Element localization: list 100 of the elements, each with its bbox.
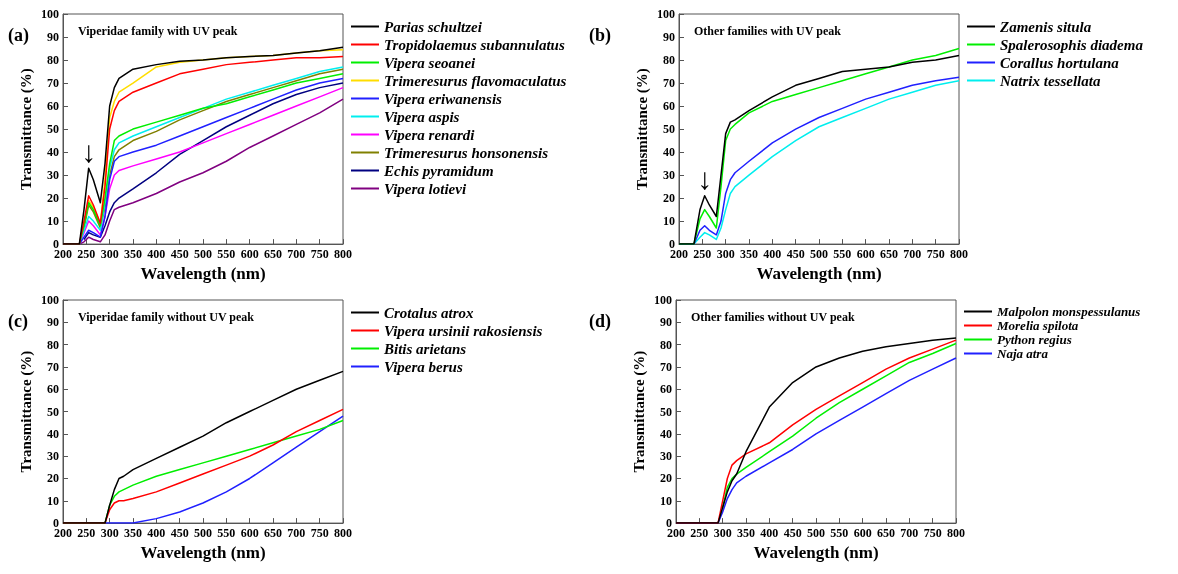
x-tick-label: 500 <box>194 247 212 262</box>
legend-label: Echis pyramidum <box>383 162 494 179</box>
annotation: ↓ <box>697 162 713 196</box>
x-tick-label: 650 <box>880 247 898 262</box>
legend-label: Morelia spilota <box>996 318 1079 333</box>
x-axis-title: Wavelength (nm) <box>140 543 266 562</box>
x-tick-label: 600 <box>240 526 259 541</box>
legend-label: Corallus hortulana <box>1000 54 1120 71</box>
y-tick-label: 100 <box>657 7 675 21</box>
y-tick-label: 40 <box>47 145 59 160</box>
y-tick-label: 50 <box>663 122 675 137</box>
y-tick-label: 20 <box>660 471 672 486</box>
text: Viperidae family with UV peak <box>78 24 238 38</box>
x-tick-label: 750 <box>310 247 329 262</box>
annotation: ↓ <box>81 134 97 168</box>
y-tick-label: 50 <box>660 404 672 419</box>
x-tick-label: 550 <box>217 247 236 262</box>
x-tick-label: 600 <box>240 247 259 262</box>
y-tick-label: 60 <box>660 382 672 397</box>
x-tick-label: 250 <box>690 526 709 541</box>
text: Other families with UV peak <box>694 24 842 38</box>
x-tick-label: 750 <box>926 247 945 262</box>
legend-label: Spalerosophis diadema <box>1000 36 1144 53</box>
x-tick-label: 400 <box>147 526 166 541</box>
y-tick-label: 90 <box>47 315 59 330</box>
x-axis-title: Wavelength (nm) <box>140 264 266 283</box>
x-tick-label: 650 <box>877 526 895 541</box>
y-tick-label: 40 <box>660 426 672 441</box>
x-tick-label: 500 <box>807 526 825 541</box>
y-tick-label: 10 <box>47 214 59 229</box>
x-tick-label: 700 <box>900 526 919 541</box>
y-tick-label: 100 <box>654 293 672 307</box>
y-tick-label: 20 <box>663 191 675 206</box>
y-axis-title: Transmittance (%) <box>630 350 648 473</box>
legend-label: Vipera renardi <box>384 126 476 143</box>
legend-label: Natrix tessellata <box>999 72 1101 89</box>
y-tick-label: 30 <box>660 449 672 464</box>
x-tick-label: 800 <box>334 526 352 541</box>
legend-label: Zamenis situla <box>999 18 1092 35</box>
y-axis-title: Transmittance (%) <box>17 350 35 473</box>
legend-label: Crotalus atrox <box>384 304 475 321</box>
y-tick-label: 30 <box>47 449 59 464</box>
x-tick-label: 800 <box>950 247 968 262</box>
x-tick-label: 450 <box>170 247 189 262</box>
text: (c) <box>8 311 28 332</box>
y-tick-label: 80 <box>660 337 672 352</box>
x-tick-label: 200 <box>667 526 685 541</box>
y-tick-label: 100 <box>41 293 59 307</box>
y-tick-label: 100 <box>41 7 59 21</box>
x-tick-label: 700 <box>287 526 306 541</box>
y-tick-label: 90 <box>663 30 675 45</box>
x-tick-label: 250 <box>77 526 96 541</box>
x-tick-label: 350 <box>124 247 142 262</box>
x-tick-label: 800 <box>334 247 352 262</box>
legend-label: Vipera seoanei <box>384 54 477 71</box>
y-axis-title: Transmittance (%) <box>17 68 35 190</box>
x-tick-label: 200 <box>670 247 688 262</box>
y-tick-label: 50 <box>47 404 59 419</box>
x-tick-label: 600 <box>856 247 875 262</box>
x-tick-label: 750 <box>310 526 329 541</box>
y-tick-label: 30 <box>47 168 59 183</box>
text: (d) <box>589 311 611 332</box>
y-tick-label: 50 <box>47 122 59 137</box>
legend-label: Vipera eriwanensis <box>384 90 503 107</box>
x-tick-label: 650 <box>264 247 282 262</box>
x-tick-label: 650 <box>264 526 282 541</box>
y-tick-label: 60 <box>663 99 675 114</box>
x-tick-label: 300 <box>100 526 119 541</box>
legend-label: Tropidolaemus subannulatus <box>384 36 565 53</box>
y-tick-label: 40 <box>47 426 59 441</box>
legend-label: Trimeresurus honsonensis <box>384 144 549 161</box>
legend-label: Vipera aspis <box>384 108 460 125</box>
text: (a) <box>8 25 29 46</box>
x-tick-label: 600 <box>853 526 872 541</box>
x-tick-label: 500 <box>194 526 212 541</box>
x-tick-label: 200 <box>54 247 72 262</box>
text: (b) <box>589 25 611 46</box>
x-tick-label: 300 <box>716 247 735 262</box>
text: Viperidae family without UV peak <box>78 310 255 324</box>
legend-label: Malpolon monspessulanus <box>996 304 1141 319</box>
x-tick-label: 450 <box>786 247 805 262</box>
y-axis-title: Transmittance (%) <box>633 68 651 190</box>
text: Other families without UV peak <box>691 310 855 324</box>
x-tick-label: 350 <box>124 526 142 541</box>
x-tick-label: 250 <box>693 247 712 262</box>
x-axis-title: Wavelength (nm) <box>756 264 882 283</box>
x-tick-label: 550 <box>217 526 236 541</box>
y-tick-label: 20 <box>47 191 59 206</box>
x-tick-label: 550 <box>830 526 849 541</box>
x-tick-label: 550 <box>833 247 852 262</box>
y-tick-label: 60 <box>47 382 59 397</box>
x-tick-label: 700 <box>903 247 922 262</box>
x-tick-label: 300 <box>100 247 119 262</box>
y-tick-label: 60 <box>47 99 59 114</box>
x-tick-label: 200 <box>54 526 72 541</box>
x-tick-label: 400 <box>760 526 779 541</box>
x-tick-label: 700 <box>287 247 306 262</box>
x-tick-label: 800 <box>947 526 965 541</box>
y-tick-label: 40 <box>663 145 675 160</box>
x-tick-label: 500 <box>810 247 828 262</box>
